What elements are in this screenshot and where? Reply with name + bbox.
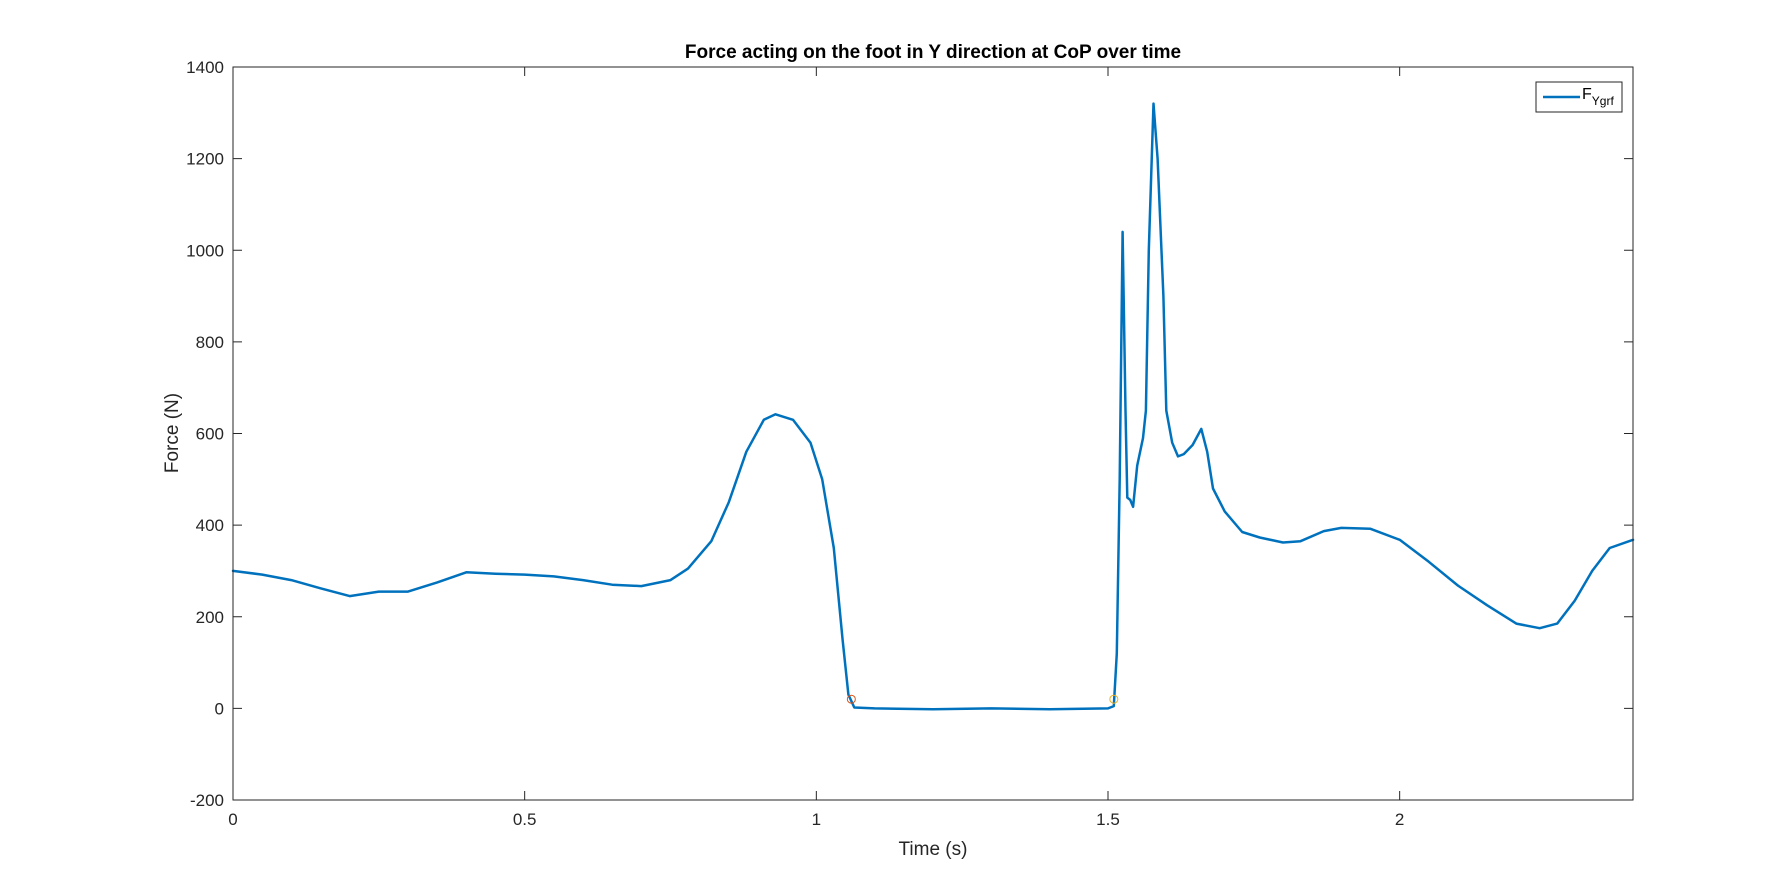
x-tick-label: 2 [1395,810,1404,829]
y-tick-label: -200 [190,791,224,810]
y-tick-label: 1000 [186,241,224,260]
series-line-fygrf [231,102,1635,711]
legend-label-subscript: Ygrf [1592,94,1615,108]
y-tick-label: 600 [196,425,224,444]
x-tick-label: 1.5 [1096,810,1120,829]
x-axis-label: Time (s) [899,839,968,860]
x-tick-label: 0 [228,810,237,829]
y-tick-label: 800 [196,333,224,352]
x-tick-label: 1 [812,810,821,829]
event-marker [1109,694,1119,704]
y-tick-label: 400 [196,516,224,535]
plot-area [233,67,1633,800]
legend: FYgrf [1535,81,1623,113]
y-tick-label: 1200 [186,150,224,169]
y-tick-label: 1400 [186,58,224,77]
chart-title: Force acting on the foot in Y direction … [685,42,1181,63]
legend-label-main: F [1582,86,1592,103]
y-tick-label: 200 [196,608,224,627]
y-tick-label: 0 [215,699,224,718]
axes-box [232,66,1634,801]
x-tick-label: 0.5 [513,810,537,829]
legend-entry: FYgrf [1582,86,1614,108]
event-marker [846,694,856,704]
y-axis-label: Force (N) [162,393,183,473]
